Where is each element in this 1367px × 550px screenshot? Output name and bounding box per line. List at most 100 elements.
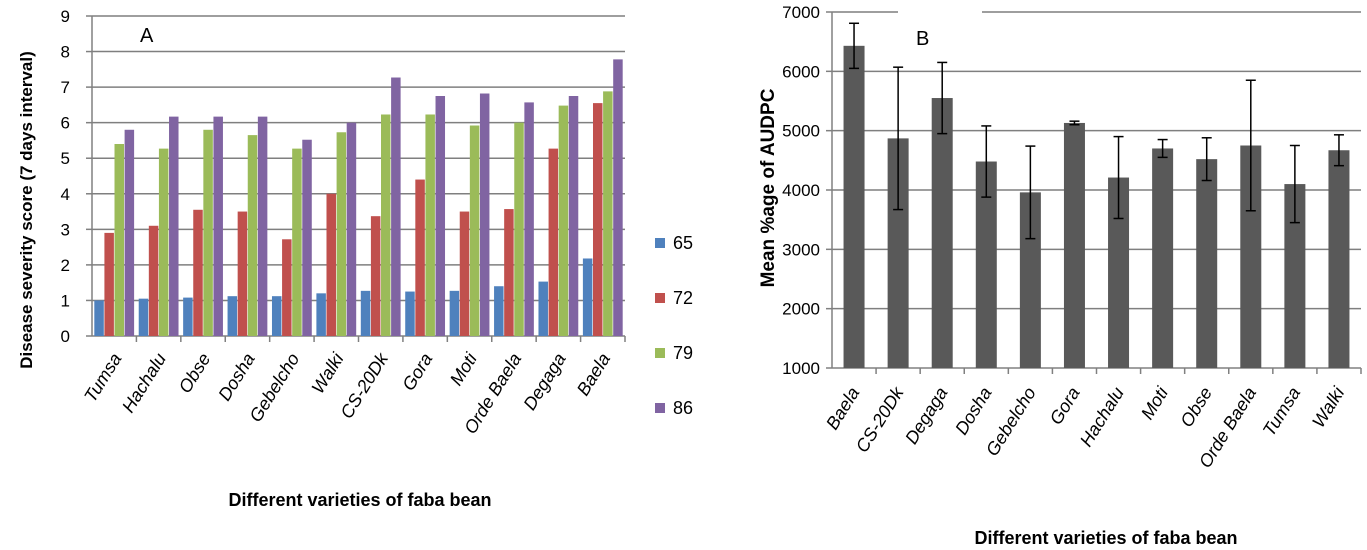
bar — [1019, 192, 1041, 368]
bar — [203, 129, 213, 336]
panel-label: A — [140, 25, 154, 47]
y-tick-label: 6 — [61, 114, 70, 133]
bar — [514, 122, 524, 337]
bar — [548, 148, 559, 336]
bar — [479, 93, 490, 336]
bar — [613, 59, 623, 336]
bar — [887, 138, 909, 368]
x-tick-label: Obse — [175, 350, 215, 397]
bar — [415, 179, 425, 336]
bar — [538, 281, 548, 336]
y-tick-label: 6000 — [782, 62, 820, 81]
bar — [148, 225, 159, 336]
bar — [1240, 145, 1262, 368]
bar — [494, 286, 504, 336]
bar — [336, 132, 347, 336]
bar — [282, 239, 292, 336]
x-tick-label: Degaga — [901, 384, 951, 448]
bar — [292, 148, 302, 336]
bar — [1328, 150, 1350, 368]
bar — [582, 258, 593, 336]
bar — [346, 122, 357, 337]
y-tick-label: 0 — [61, 327, 70, 346]
y-tick-label: 4 — [61, 185, 70, 204]
y-tick-label: 7 — [61, 78, 70, 97]
x-axis-title: Different varieties of faba bean — [974, 528, 1237, 548]
bar — [469, 125, 480, 336]
bar — [227, 296, 238, 336]
legend-entry: 72 — [673, 288, 693, 308]
y-tick-label: 1 — [61, 291, 70, 310]
bar — [391, 77, 401, 336]
legend-entry: 86 — [673, 398, 693, 418]
legend-swatch — [655, 238, 665, 248]
x-tick-label: Moti — [1137, 383, 1173, 423]
bar — [558, 105, 569, 336]
bar — [459, 211, 470, 336]
legend-swatch — [655, 293, 665, 303]
x-tick-label: Walki — [308, 349, 349, 397]
x-tick-label: Moti — [446, 349, 482, 389]
legend-entry: 65 — [673, 233, 693, 253]
bar — [302, 139, 312, 336]
x-tick-label: Baela — [573, 350, 614, 400]
bar — [405, 291, 415, 336]
bar — [370, 216, 381, 336]
y-tick-label: 1000 — [782, 359, 820, 378]
bar — [592, 103, 603, 336]
bar — [316, 293, 326, 336]
bar — [183, 297, 193, 336]
y-tick-label: 9 — [61, 7, 70, 26]
bar — [931, 98, 953, 369]
bar — [603, 91, 613, 336]
bar — [1196, 159, 1218, 368]
panel-label-box — [124, 20, 188, 46]
bar — [169, 116, 179, 336]
x-tick-label: Walki — [1308, 383, 1349, 431]
bar — [158, 148, 169, 336]
x-tick-label: Degaga — [519, 350, 569, 414]
bar — [435, 96, 446, 336]
x-tick-label: Hachalu — [118, 350, 170, 417]
y-axis-title: Mean %age of AUDPC — [758, 88, 779, 287]
bar — [360, 290, 371, 336]
y-tick-label: 8 — [61, 43, 70, 62]
y-tick-label: 4000 — [782, 181, 820, 200]
bar — [247, 135, 258, 336]
y-tick-label: 5000 — [782, 122, 820, 141]
bar — [1284, 184, 1306, 368]
bar — [213, 116, 223, 336]
y-tick-label: 7000 — [782, 3, 820, 22]
bar — [524, 102, 534, 337]
chart-b: 1000200030004000500060007000BaelaCS-20Dk… — [758, 2, 1362, 548]
bar — [193, 209, 203, 336]
bar — [124, 129, 135, 336]
bar — [975, 161, 997, 368]
bar — [1108, 177, 1130, 368]
bar — [449, 290, 460, 336]
x-tick-label: Baela — [822, 384, 863, 434]
bar — [843, 45, 865, 368]
bar — [381, 114, 391, 336]
panel-label-box — [898, 2, 982, 52]
legend-swatch — [655, 348, 665, 358]
bar — [425, 114, 435, 336]
bar — [104, 232, 114, 336]
bar — [257, 116, 268, 336]
bar — [1063, 122, 1085, 368]
legend-swatch — [655, 403, 665, 413]
bar — [114, 144, 125, 336]
bar — [568, 96, 579, 336]
x-tick-label: Dosha — [214, 350, 259, 405]
y-axis-title: Disease severity score (7 days interval) — [17, 51, 36, 369]
panel-label: B — [916, 28, 929, 50]
bar — [1152, 148, 1174, 368]
x-tick-label: Tumsa — [80, 350, 125, 406]
y-tick-label: 3000 — [782, 240, 820, 259]
y-tick-label: 2000 — [782, 300, 820, 319]
y-tick-label: 2 — [61, 256, 70, 275]
x-tick-label: Obse — [1176, 384, 1216, 431]
bar — [271, 296, 282, 336]
